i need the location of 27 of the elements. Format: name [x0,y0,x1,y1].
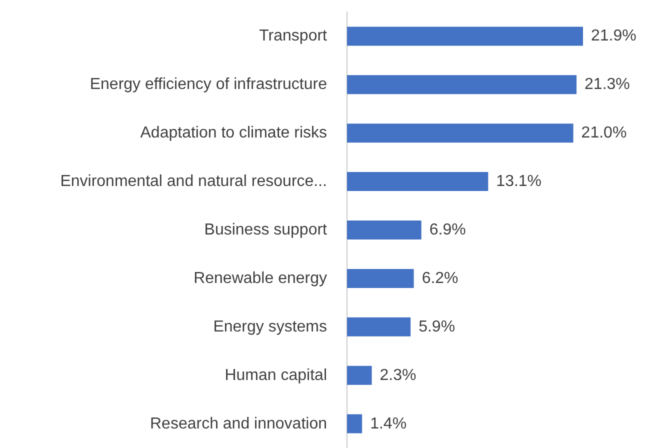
y-tick-label: Business support [204,222,328,238]
y-tick-label: Renewable energy [194,270,327,287]
data-label: 13.1% [496,173,542,190]
y-tick-label: Energy efficiency of infrastructure [90,76,328,94]
data-label: 1.4% [370,415,407,432]
bar [347,124,574,143]
bar [347,317,411,336]
y-tick-label: Human capital [224,366,327,384]
y-tick-label: Research and innovation [150,415,327,432]
data-label: 21.0% [581,124,627,142]
y-tick-label: Energy systems [213,318,327,336]
data-label: 6.2% [422,270,458,287]
data-label: 5.9% [418,318,456,336]
bar [347,220,422,240]
bar [347,26,583,46]
bar [347,75,577,94]
data-label: 2.3% [380,366,416,384]
bar [347,172,488,192]
data-label: 21.9% [591,28,636,45]
data-label: 21.3% [584,76,630,94]
y-tick-label: Adaptation to climate risks [140,124,327,142]
bar [347,268,414,288]
data-label: 6.9% [429,222,466,238]
y-tick-label: Transport [259,28,328,45]
y-tick-label: Environmental and natural resource... [60,173,327,190]
bar [347,414,362,434]
bar [347,366,372,385]
